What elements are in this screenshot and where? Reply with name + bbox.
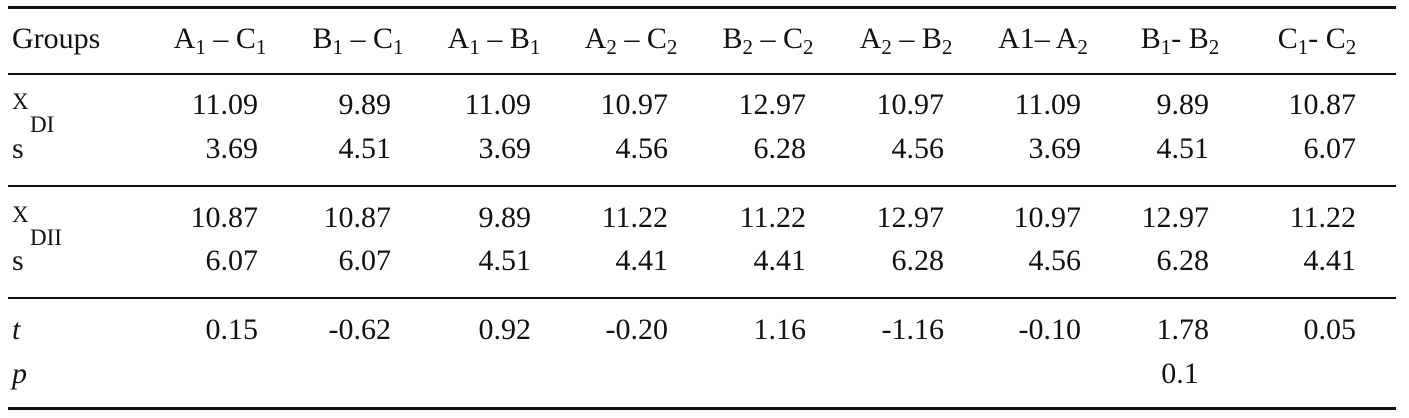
t-value-cell: 1.78 bbox=[1156, 313, 1210, 346]
header-rule bbox=[8, 73, 1396, 75]
sd-dii-cell: 4.56 bbox=[1028, 244, 1082, 277]
sd-di-cell: 4.51 bbox=[338, 132, 392, 165]
sd-dii-cell: 6.07 bbox=[205, 244, 259, 277]
sd-di-cell: 3.69 bbox=[478, 132, 532, 165]
sd-di-cell: 6.07 bbox=[1303, 132, 1357, 165]
mean-dii-cell: 12.97 bbox=[876, 201, 945, 234]
mean-di-label: X bbox=[12, 89, 29, 114]
column-header: B2 – C2 bbox=[722, 22, 814, 59]
mean-di-cell: 9.89 bbox=[338, 88, 392, 121]
sd-dii-cell: 6.28 bbox=[1156, 244, 1210, 277]
sd-di-cell: 3.69 bbox=[205, 132, 259, 165]
sd-di-cell: 3.69 bbox=[1028, 132, 1082, 165]
t-value-cell: 0.15 bbox=[205, 313, 259, 346]
mean-di-cell: 11.09 bbox=[464, 88, 531, 121]
t-value-cell: 0.92 bbox=[478, 313, 532, 346]
mean-dii-subscript: DII bbox=[30, 225, 62, 250]
groups-header: Groups bbox=[12, 22, 101, 55]
p-label: p bbox=[12, 357, 27, 390]
mean-dii-label: X bbox=[12, 202, 29, 227]
mean-dii-cell: 11.22 bbox=[601, 201, 668, 234]
sd-dii-cell: 6.28 bbox=[891, 244, 945, 277]
sd-di-cell: 4.56 bbox=[891, 132, 945, 165]
column-header: A2 – C2 bbox=[584, 22, 678, 59]
mean-di-subscript: DI bbox=[30, 112, 55, 137]
mean-dii-cell: 10.97 bbox=[1013, 201, 1082, 234]
sd-dii-cell: 4.41 bbox=[753, 244, 807, 277]
column-header: B1 – C1 bbox=[312, 22, 404, 59]
section-rule-2 bbox=[8, 297, 1396, 299]
mean-di-cell: 12.97 bbox=[738, 88, 807, 121]
column-header: A2 – B2 bbox=[859, 22, 953, 59]
mean-dii-cell: 10.87 bbox=[323, 201, 392, 234]
column-header: B1- B2 bbox=[1140, 22, 1220, 59]
mean-di-cell: 10.87 bbox=[1288, 88, 1357, 121]
section-rule-1 bbox=[8, 185, 1396, 187]
t-value-cell: -0.10 bbox=[1018, 313, 1082, 346]
sd-di-cell: 4.51 bbox=[1156, 132, 1210, 165]
mean-dii-cell: 11.22 bbox=[739, 201, 806, 234]
sd-dii-cell: 4.41 bbox=[1303, 244, 1357, 277]
mean-dii-cell: 11.22 bbox=[1289, 201, 1356, 234]
sd-dii-cell: 4.51 bbox=[478, 244, 532, 277]
mean-dii-cell: 12.97 bbox=[1141, 201, 1210, 234]
t-value-cell: 1.16 bbox=[753, 313, 807, 346]
column-header: A1– A2 bbox=[998, 22, 1088, 59]
p-value-cell: 0.1 bbox=[1161, 357, 1199, 390]
sd-di-label: s bbox=[12, 132, 24, 165]
mean-di-cell: 11.09 bbox=[191, 88, 258, 121]
mean-di-cell: 10.97 bbox=[600, 88, 669, 121]
mean-di-cell: 11.09 bbox=[1014, 88, 1081, 121]
column-header: C1- C2 bbox=[1277, 22, 1357, 59]
top-rule bbox=[8, 6, 1396, 9]
column-header: A1 – B1 bbox=[447, 22, 541, 59]
t-label: t bbox=[12, 313, 21, 346]
sd-dii-cell: 4.41 bbox=[615, 244, 669, 277]
sd-dii-cell: 6.07 bbox=[338, 244, 392, 277]
column-header: A1 – C1 bbox=[173, 22, 267, 59]
t-value-cell: -0.20 bbox=[605, 313, 669, 346]
mean-di-cell: 9.89 bbox=[1156, 88, 1210, 121]
mean-dii-cell: 10.87 bbox=[190, 201, 259, 234]
mean-dii-cell: 9.89 bbox=[478, 201, 532, 234]
t-value-cell: 0.05 bbox=[1303, 313, 1357, 346]
t-value-cell: -1.16 bbox=[881, 313, 945, 346]
mean-di-cell: 10.97 bbox=[876, 88, 945, 121]
bottom-rule bbox=[8, 407, 1396, 410]
sd-di-cell: 6.28 bbox=[753, 132, 807, 165]
t-value-cell: -0.62 bbox=[328, 313, 392, 346]
sd-di-cell: 4.56 bbox=[615, 132, 669, 165]
sd-dii-label: s bbox=[12, 244, 24, 277]
